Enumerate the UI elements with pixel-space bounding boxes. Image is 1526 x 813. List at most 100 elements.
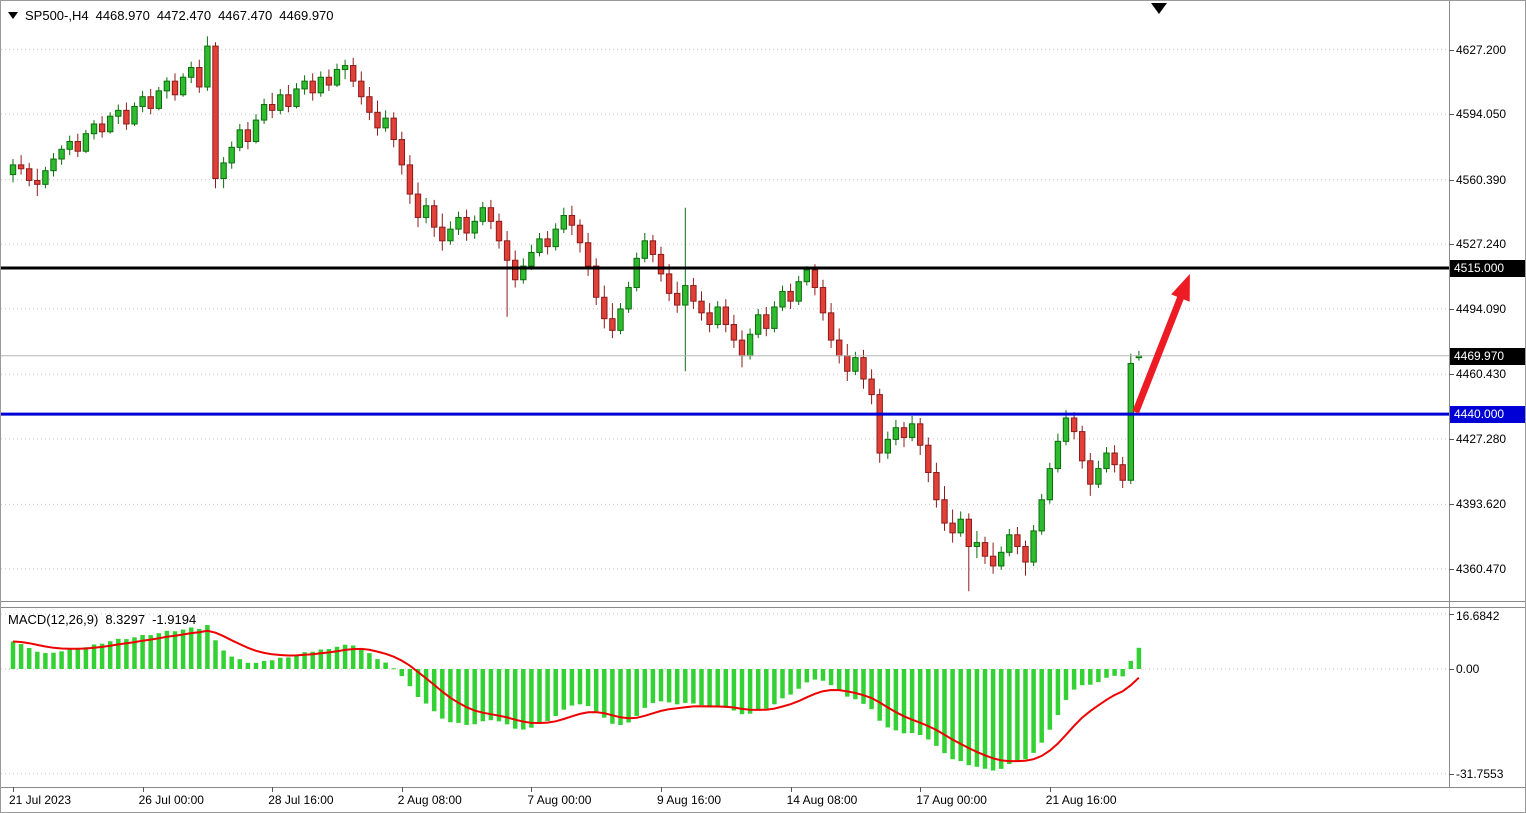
- candle: [163, 80, 171, 92]
- candle: [1046, 468, 1053, 501]
- macd-bar: [294, 654, 299, 669]
- price-axis-tick: [1449, 374, 1454, 376]
- macd-bar: [942, 669, 947, 754]
- macd-bar: [926, 669, 931, 740]
- candle: [414, 193, 422, 218]
- macd-bar: [618, 669, 623, 726]
- candle: [609, 318, 616, 331]
- macd-value: 8.3297: [105, 612, 146, 627]
- macd-bar: [642, 669, 648, 708]
- candle: [657, 253, 665, 275]
- candle: [34, 179, 41, 185]
- macd-bar: [480, 669, 486, 722]
- macd-header: MACD(12,26,9) 8.3297 -1.9194: [8, 612, 196, 627]
- candle: [366, 96, 373, 113]
- macd-bar: [1039, 669, 1044, 743]
- price-axis-label: 4494.090: [1456, 301, 1507, 316]
- macd-bar: [488, 669, 494, 721]
- price-axis-tick: [1449, 179, 1454, 181]
- candle: [520, 265, 527, 281]
- macd-bar: [1031, 669, 1036, 753]
- candle: [730, 324, 738, 341]
- time-axis-label: 17 Aug 00:00: [916, 793, 987, 807]
- candle: [50, 158, 57, 172]
- candle: [584, 242, 592, 267]
- candle: [665, 273, 673, 294]
- macd-bar: [302, 652, 307, 669]
- candle: [998, 551, 1005, 567]
- macd-bar: [982, 669, 988, 769]
- macd-bar: [423, 669, 429, 704]
- macd-bar: [764, 669, 769, 709]
- candle: [852, 357, 859, 372]
- macd-bar: [707, 669, 712, 708]
- candle: [285, 94, 292, 107]
- candle: [536, 238, 543, 253]
- macd-bar: [1063, 669, 1069, 700]
- candle: [90, 123, 98, 135]
- macd-bar: [861, 669, 866, 704]
- candle: [98, 123, 106, 133]
- candle: [1127, 362, 1134, 481]
- macd-bar: [828, 669, 834, 686]
- macd-bar: [1104, 669, 1109, 678]
- price-axis-label: 4427.280: [1456, 431, 1507, 446]
- macd-bar: [140, 634, 145, 669]
- candle: [244, 129, 252, 142]
- time-axis-tick: [13, 787, 14, 792]
- candle: [544, 238, 551, 248]
- macd-bar: [35, 651, 40, 669]
- macd-bar: [772, 669, 777, 705]
- chart-shift-marker-icon[interactable]: [1151, 3, 1167, 14]
- candle: [463, 216, 470, 234]
- panel-separator[interactable]: [1, 601, 1525, 602]
- candle: [957, 518, 964, 534]
- macd-bar: [747, 669, 753, 714]
- time-axis-tick: [531, 787, 533, 792]
- macd-bar: [934, 669, 939, 746]
- candle: [1079, 431, 1086, 462]
- candle: [601, 296, 608, 320]
- macd-bar: [180, 629, 186, 669]
- price-axis-label: 4393.620: [1456, 497, 1507, 512]
- chart-header: SP500-,H4 4468.970 4472.470 4467.470 446…: [8, 8, 334, 23]
- candle: [1087, 460, 1094, 485]
- trend-arrow[interactable]: [1132, 273, 1190, 414]
- macd-bar: [10, 641, 16, 669]
- time-axis-label: 26 Jul 00:00: [138, 793, 204, 807]
- candle: [892, 427, 900, 440]
- time-axis-label: 21 Jul 2023: [9, 793, 72, 807]
- macd-bar: [107, 641, 113, 669]
- candle: [115, 109, 122, 117]
- candle: [1095, 468, 1102, 485]
- macd-bar: [966, 669, 972, 766]
- macd-axis-tick: [1449, 773, 1454, 775]
- macd-bar: [683, 669, 688, 703]
- macd-bar: [391, 668, 396, 670]
- macd-bar: [512, 669, 518, 729]
- macd-bar: [723, 669, 729, 708]
- candle: [333, 68, 341, 86]
- candle: [236, 129, 244, 148]
- macd-bar: [205, 624, 210, 669]
- macd-bar: [496, 669, 502, 722]
- macd-bar: [278, 657, 283, 669]
- candle: [455, 216, 462, 230]
- macd-bar: [755, 669, 761, 711]
- candle: [422, 205, 430, 218]
- macd-bar: [334, 646, 340, 669]
- price-axis[interactable]: [1449, 1, 1525, 787]
- candle: [876, 394, 883, 454]
- candle: [917, 423, 924, 446]
- candle: [989, 555, 997, 567]
- macd-histogram: [10, 624, 1142, 771]
- symbol-menu-icon[interactable]: [8, 12, 18, 19]
- candle: [317, 76, 325, 94]
- price-axis-tick: [1449, 438, 1454, 440]
- time-axis-tick: [790, 787, 792, 792]
- candle: [868, 378, 875, 396]
- candle: [390, 117, 397, 141]
- macd-bar: [221, 650, 226, 669]
- candle: [528, 251, 535, 267]
